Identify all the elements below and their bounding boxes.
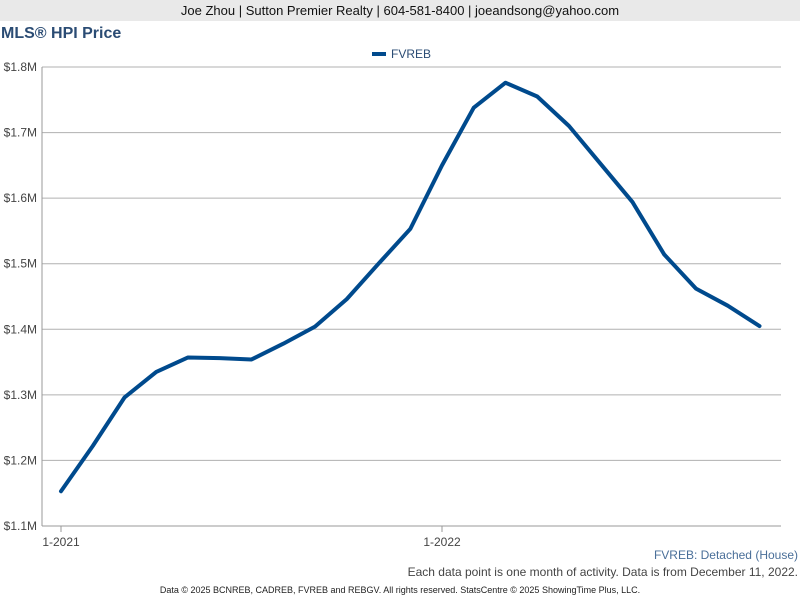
y-tick-label: $1.4M bbox=[4, 322, 37, 336]
y-tick-label: $1.1M bbox=[4, 519, 37, 533]
series-description: FVREB: Detached (House) bbox=[653, 548, 798, 562]
chart-title: MLS® HPI Price bbox=[1, 25, 122, 42]
axes: $1.1M $1.2M $1.3M $1.4M $1.5M $1.6M $1.7M $1.8M… bbox=[4, 60, 781, 549]
agent-contact-header: Joe Zhou | Sutton Premier Realty | 604-5… bbox=[0, 0, 800, 21]
legend[interactable]: FVREB bbox=[372, 47, 431, 61]
y-tick-label: $1.5M bbox=[4, 257, 37, 271]
grid-lines bbox=[42, 66, 781, 461]
y-tick-label: $1.6M bbox=[4, 191, 37, 205]
y-tick-label: $1.3M bbox=[4, 388, 37, 402]
copyright-footer: Data © 2025 BCNREB, CADREB, FVREB and RE… bbox=[159, 585, 641, 595]
legend-label: FVREB bbox=[391, 47, 431, 61]
x-tick-label: 1-2022 bbox=[423, 535, 461, 549]
y-tick-label: $1.8M bbox=[4, 60, 37, 74]
x-tick-label: 1-2021 bbox=[42, 535, 80, 549]
data-note: Each data point is one month of activity… bbox=[407, 565, 798, 579]
series-line-fvreb bbox=[59, 80, 762, 494]
y-tick-label: $1.7M bbox=[4, 126, 37, 140]
series-layer bbox=[59, 80, 762, 494]
y-tick-label: $1.2M bbox=[4, 453, 37, 467]
